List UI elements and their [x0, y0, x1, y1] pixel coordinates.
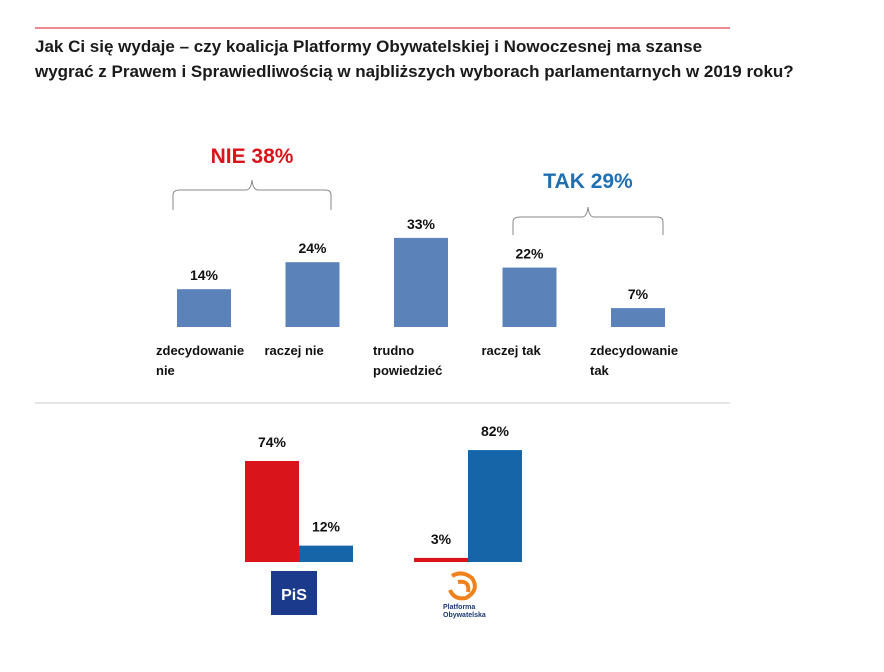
po-logo	[448, 571, 477, 601]
bracket	[512, 206, 664, 235]
bar	[394, 237, 448, 327]
value-label: 74%	[258, 434, 287, 450]
value-label: 3%	[431, 531, 452, 547]
value-label: 14%	[190, 267, 219, 283]
value-label: 7%	[628, 286, 649, 302]
annotation: NIE 38%	[211, 145, 294, 168]
bracket	[172, 179, 332, 210]
value-label: 82%	[481, 423, 510, 439]
category-label: Platforma Obywatelska	[443, 604, 486, 619]
value-label: 33%	[407, 216, 436, 232]
bar	[285, 262, 340, 327]
value-label: 22%	[515, 246, 544, 262]
bar	[177, 289, 231, 327]
category-label: trudno powiedzieć	[373, 343, 443, 378]
bar	[245, 460, 299, 562]
annotation: TAK 29%	[543, 170, 633, 193]
bar	[468, 450, 522, 562]
value-label: 24%	[298, 240, 327, 256]
category-label: raczej tak	[481, 343, 541, 358]
category-label: zdecydowanie nie	[156, 343, 245, 378]
bar	[502, 267, 557, 327]
category-label: raczej nie	[264, 343, 324, 358]
category-label: PiS	[281, 587, 307, 604]
bar	[299, 545, 353, 562]
pis-logo	[271, 571, 317, 615]
bar	[611, 308, 665, 327]
value-label: 12%	[312, 519, 341, 535]
title-line: Jak Ci się wydaje – czy koalicja Platfor…	[35, 37, 703, 56]
title-line: wygrać z Prawem i Sprawiedliwością w naj…	[35, 62, 794, 81]
bar	[414, 557, 468, 562]
category-label: zdecydowanie tak	[590, 343, 679, 378]
